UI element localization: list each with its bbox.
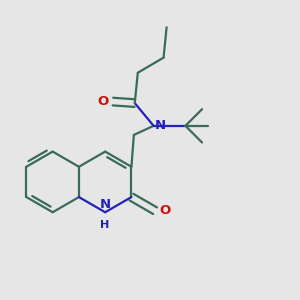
Text: N: N <box>155 119 166 132</box>
Text: O: O <box>98 95 109 108</box>
Text: H: H <box>100 220 110 230</box>
Text: O: O <box>159 204 170 217</box>
Text: N: N <box>100 198 111 211</box>
